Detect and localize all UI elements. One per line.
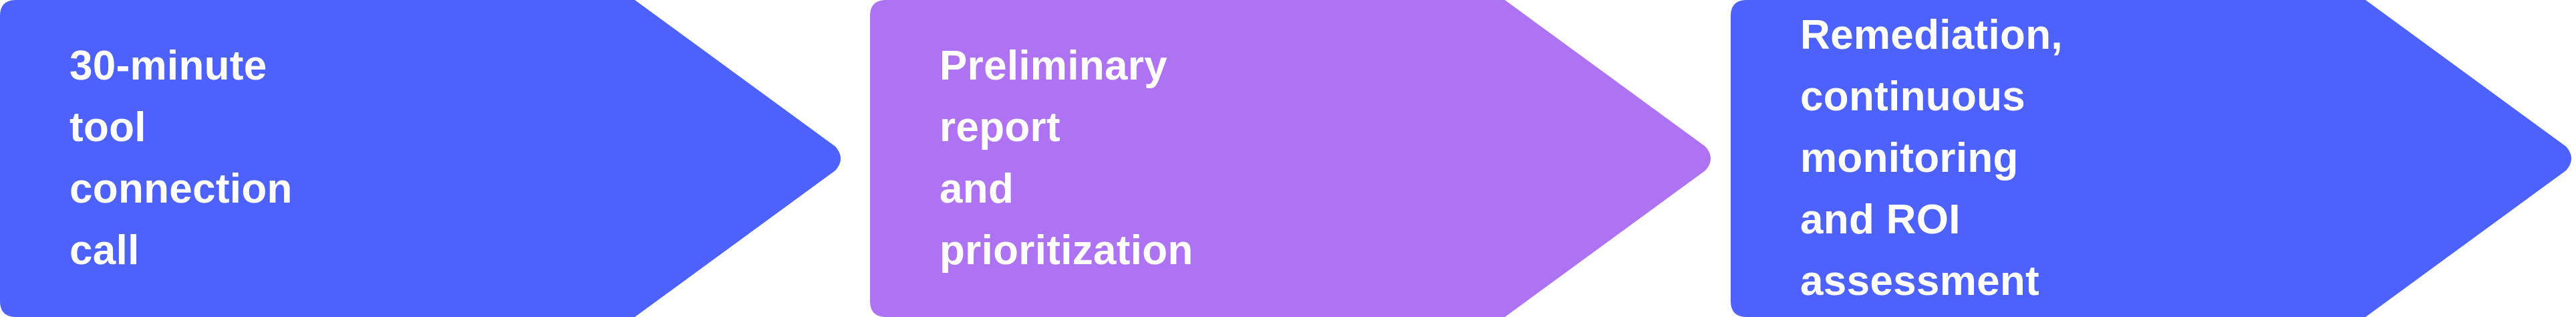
- step-1-label: 30-minute tool connection call: [69, 43, 293, 274]
- step-2-arrow-shape: [870, 0, 1711, 317]
- step-2-label: Preliminary report and prioritization: [940, 43, 1193, 274]
- step-1-arrow-shape: [0, 0, 841, 317]
- step-3-arrow-shape: [1731, 0, 2571, 317]
- step-3-label: Remediation, continuous monitoring and R…: [1800, 12, 2063, 304]
